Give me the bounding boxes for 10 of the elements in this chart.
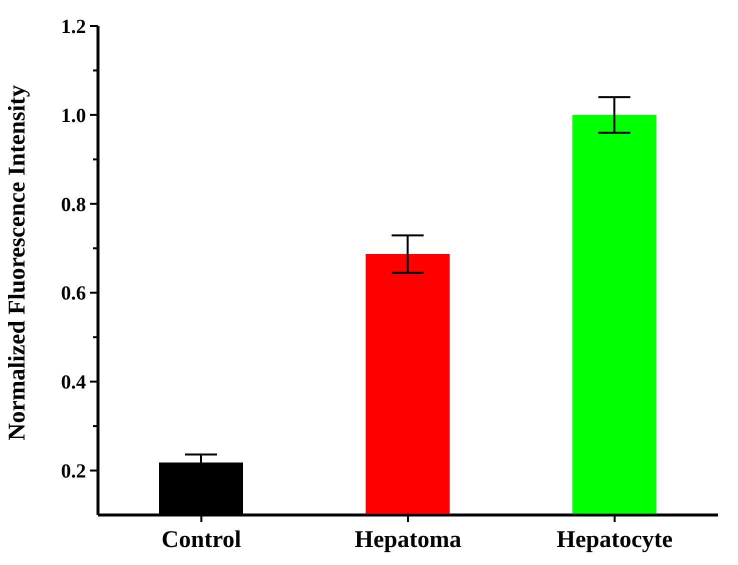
y-tick-label: 0.8 [61, 194, 86, 216]
x-tick-label: Hepatoma [354, 527, 462, 554]
x-tick-label: Hepatocyte [556, 527, 673, 554]
x-tick-label: Control [162, 527, 242, 554]
y-tick-label: 0.2 [61, 460, 86, 483]
y-tick-label: 1.0 [61, 104, 86, 127]
y-tick-label: 1.2 [61, 16, 86, 38]
y-tick-label: 0.6 [61, 282, 86, 305]
y-axis-title: Normalized Fluorescence Intensity [4, 85, 31, 440]
y-tick-label: 0.4 [61, 372, 86, 394]
